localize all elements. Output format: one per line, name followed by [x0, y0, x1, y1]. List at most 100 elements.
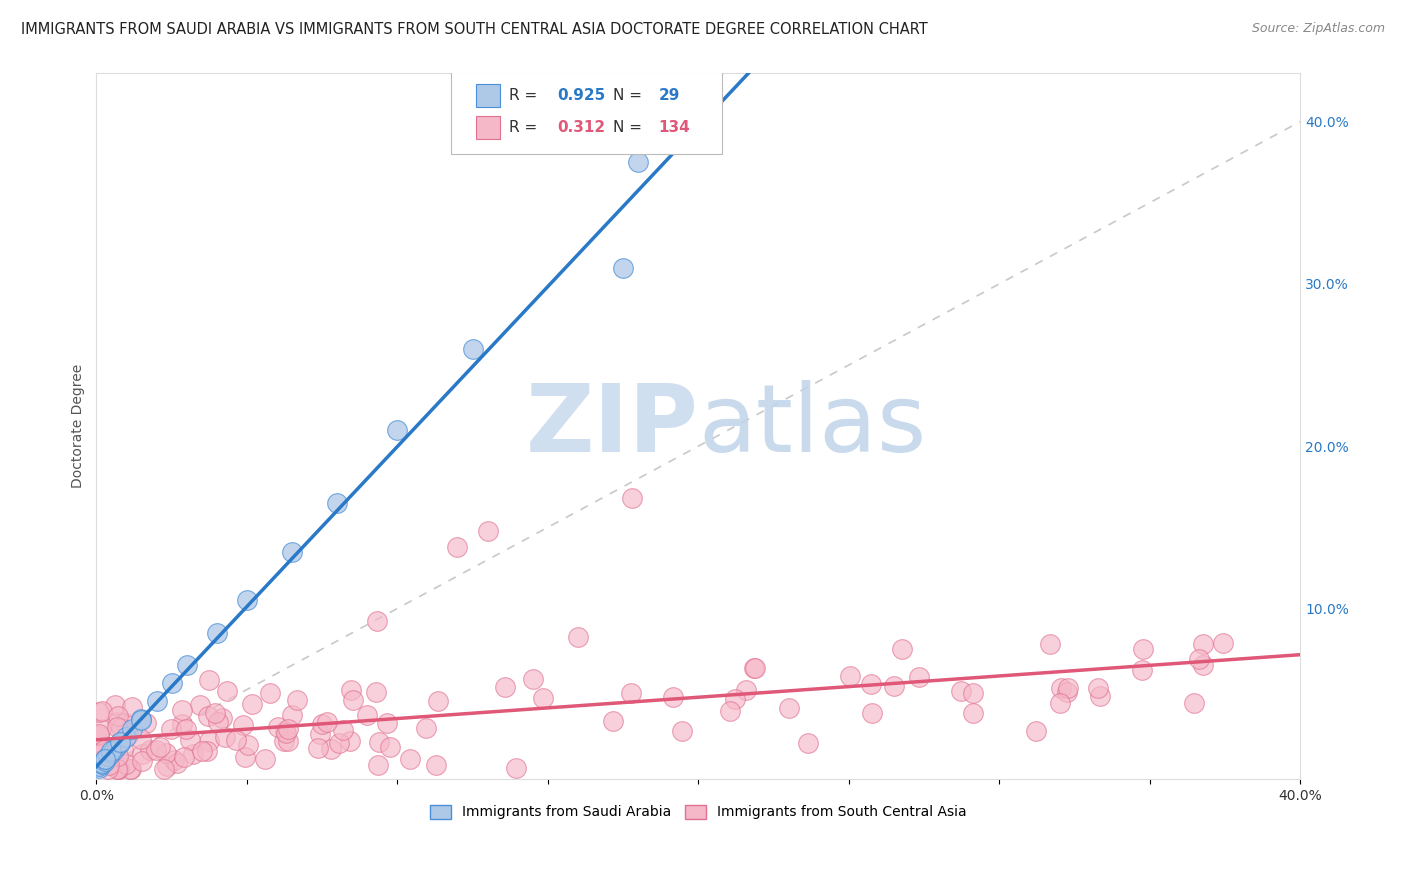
Point	[179, 733, 201, 747]
Point	[100, 746, 122, 760]
Legend: Immigrants from Saudi Arabia, Immigrants from South Central Asia: Immigrants from Saudi Arabia, Immigrants…	[425, 799, 972, 825]
Point	[153, 762, 176, 776]
Point	[188, 698, 211, 713]
Text: 0.925: 0.925	[557, 88, 606, 103]
Point	[115, 730, 138, 744]
Point	[277, 722, 299, 736]
Point	[891, 642, 914, 657]
Point	[356, 708, 378, 723]
Point	[89, 760, 111, 774]
Point	[281, 708, 304, 723]
Point	[240, 698, 263, 712]
Point	[131, 747, 153, 762]
Point	[89, 759, 111, 773]
Point	[661, 690, 683, 704]
Point	[232, 718, 254, 732]
Point	[366, 614, 388, 628]
Point	[97, 749, 120, 764]
Point	[145, 742, 167, 756]
Point	[107, 762, 129, 776]
Point	[415, 722, 437, 736]
Point	[162, 753, 184, 767]
Point	[204, 706, 226, 720]
Point	[342, 693, 364, 707]
Point	[115, 756, 138, 771]
Point	[285, 693, 308, 707]
Point	[1050, 681, 1073, 695]
Point	[172, 703, 194, 717]
Point	[735, 682, 758, 697]
Point	[724, 692, 747, 706]
Point	[267, 720, 290, 734]
FancyBboxPatch shape	[475, 116, 499, 138]
Point	[105, 719, 128, 733]
Point	[339, 734, 361, 748]
Y-axis label: Doctorate Degree: Doctorate Degree	[72, 364, 86, 488]
Point	[949, 684, 972, 698]
Point	[107, 739, 129, 754]
Point	[1090, 689, 1112, 703]
Point	[217, 684, 239, 698]
Point	[259, 686, 281, 700]
Point	[718, 704, 741, 718]
Point	[839, 668, 862, 682]
Point	[139, 743, 162, 757]
Point	[671, 724, 693, 739]
Point	[316, 715, 339, 730]
Text: N =: N =	[613, 88, 647, 103]
Point	[107, 749, 129, 764]
Point	[174, 722, 197, 736]
Point	[91, 753, 114, 767]
Point	[94, 752, 117, 766]
Point	[89, 729, 111, 743]
Point	[91, 756, 114, 770]
Point	[621, 491, 644, 505]
Point	[121, 722, 143, 736]
Point	[1130, 663, 1153, 677]
Point	[176, 658, 198, 673]
Point	[505, 760, 527, 774]
Point	[860, 677, 883, 691]
Point	[612, 260, 634, 275]
Point	[311, 716, 333, 731]
Point	[908, 670, 931, 684]
Point	[110, 721, 132, 735]
Point	[110, 734, 132, 748]
Point	[105, 715, 128, 730]
Point	[1192, 657, 1215, 672]
Point	[90, 704, 112, 718]
Point	[328, 736, 350, 750]
Point	[198, 673, 221, 687]
Point	[89, 747, 111, 761]
Point	[274, 723, 297, 738]
Point	[744, 661, 766, 675]
Point	[387, 423, 409, 437]
FancyBboxPatch shape	[451, 70, 723, 154]
Text: IMMIGRANTS FROM SAUDI ARABIA VS IMMIGRANTS FROM SOUTH CENTRAL ASIA DOCTORATE DEG: IMMIGRANTS FROM SAUDI ARABIA VS IMMIGRAN…	[21, 22, 928, 37]
Point	[233, 750, 256, 764]
Point	[378, 740, 401, 755]
Point	[340, 682, 363, 697]
Point	[778, 701, 800, 715]
Point	[120, 762, 142, 776]
Point	[170, 716, 193, 731]
Point	[1182, 696, 1205, 710]
Point	[375, 716, 398, 731]
Point	[962, 686, 984, 700]
Point	[627, 155, 650, 169]
Point	[110, 736, 132, 750]
Point	[425, 758, 447, 772]
Point	[114, 716, 136, 731]
Point	[962, 706, 984, 720]
Point	[567, 631, 589, 645]
Point	[160, 676, 183, 690]
Text: N =: N =	[613, 120, 647, 135]
Point	[602, 714, 624, 728]
Point	[197, 734, 219, 748]
Point	[326, 496, 349, 510]
Point	[277, 733, 299, 747]
Point	[319, 741, 342, 756]
Point	[332, 723, 354, 737]
Point	[94, 754, 117, 768]
Point	[207, 714, 229, 729]
